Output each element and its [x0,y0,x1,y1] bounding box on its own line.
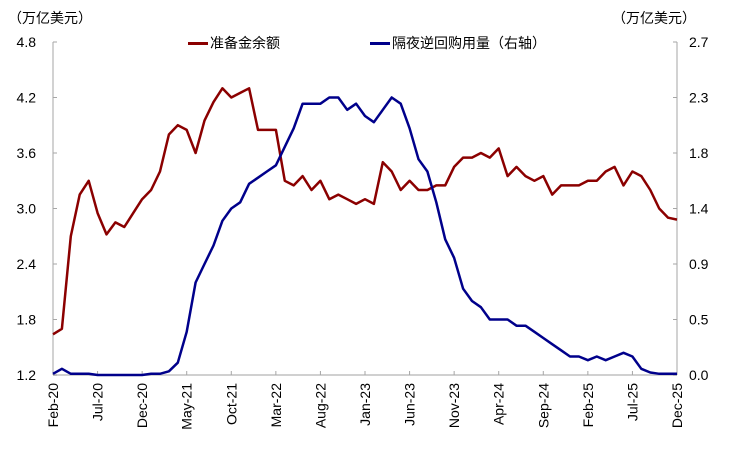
axes [52,41,678,376]
x-axis-tick-label: Jul-20 [90,383,106,421]
x-axis-tick-label: Jul-25 [624,383,640,421]
right-axis-tick-label: 0.0 [689,367,709,383]
left-axis-tick-label: 3.0 [17,201,37,217]
legend-item-rrp: 隔夜逆回购用量（右轴） [370,33,546,53]
reserves-line [52,87,678,336]
right-axis-tick-label: 0.9 [689,256,709,272]
overnight-rrp-line [52,96,677,377]
legend-swatch-rrp [370,41,390,45]
x-axis-tick-label: Apr-24 [491,383,507,425]
left-axis-unit-label: （万亿美元） [8,11,92,27]
legend-label-rrp: 隔夜逆回购用量（右轴） [392,36,546,52]
right-axis-tick-label: 2.3 [689,90,709,106]
left-axis-tick-label: 4.2 [17,90,37,106]
series-lines [52,87,678,377]
x-axis-tick-label: Sep-24 [535,383,551,428]
right-axis-tick-label: 0.5 [689,312,709,328]
x-axis-tick-label: Feb-20 [45,383,61,428]
legend-swatch-reserves [188,41,208,45]
x-axis-tick-label: Dec-25 [669,383,685,428]
right-axis-tick-label: 1.4 [689,201,709,217]
legend-item-reserves: 准备金余额 [188,33,280,53]
axis-labels: 4.8 4.2 3.6 3.0 2.4 1.8 1.2 2.7 2.3 1.8 1.4 0.9 0.5 0… [17,34,709,430]
x-axis-tick-label: May-21 [179,383,195,430]
x-axis-tick-label: Feb-25 [580,383,596,428]
x-axis-tick-label: Mar-22 [268,383,284,428]
right-axis-tick-label: 1.8 [689,145,709,161]
left-axis-tick-label: 2.4 [17,256,37,272]
legend-label-reserves: 准备金余额 [210,36,280,52]
left-axis-tick-label: 4.8 [17,34,37,50]
left-axis-tick-label: 1.2 [17,367,37,383]
right-axis-tick-label: 2.7 [689,34,709,50]
x-axis-tick-label: Nov-23 [446,383,462,428]
x-axis-tick-label: Aug-22 [312,383,328,428]
x-axis-tick-label: Jan-23 [357,383,373,426]
x-axis-tick-label: Dec-20 [134,383,150,428]
x-axis-tick-label: Jun-23 [402,383,418,426]
left-axis-tick-label: 1.8 [17,312,37,328]
left-axis-tick-label: 3.6 [17,145,37,161]
x-axis-tick-label: Oct-21 [223,383,239,425]
right-axis-unit-label: （万亿美元） [612,11,696,27]
